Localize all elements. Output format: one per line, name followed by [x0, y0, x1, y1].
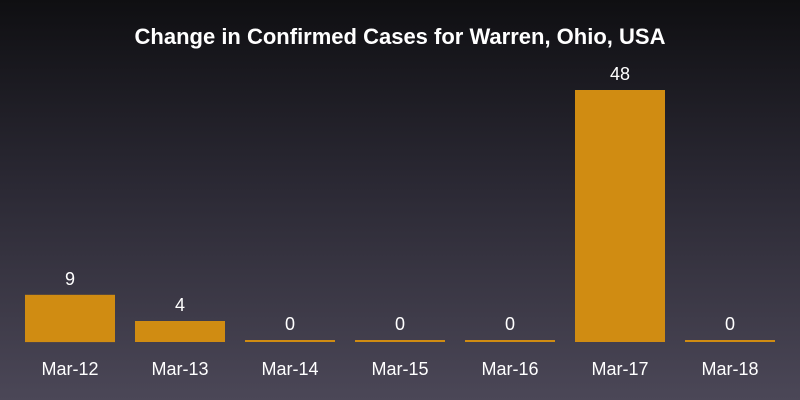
bars-group [25, 90, 775, 343]
value-label-mar-12: 9 [65, 269, 75, 289]
value-label-mar-15: 0 [395, 314, 405, 334]
value-label-mar-18: 0 [725, 314, 735, 334]
x-tick-label-mar-15: Mar-15 [371, 359, 428, 379]
x-tick-label-mar-16: Mar-16 [481, 359, 538, 379]
value-label-mar-13: 4 [175, 295, 185, 315]
value-label-mar-16: 0 [505, 314, 515, 334]
bar-mar-16 [465, 340, 555, 342]
x-tick-label-mar-12: Mar-12 [41, 359, 98, 379]
bar-mar-13 [135, 321, 225, 342]
bar-mar-15 [355, 340, 445, 342]
bar-mar-12 [25, 294, 115, 343]
bar-mar-17 [575, 90, 665, 342]
x-tick-label-mar-18: Mar-18 [701, 359, 758, 379]
x-tick-labels-group: Mar-12 Mar-13 Mar-14 Mar-15 Mar-16 Mar-17 Mar-… [41, 359, 758, 379]
x-tick-label-mar-17: Mar-17 [591, 359, 648, 379]
value-label-mar-17: 48 [610, 64, 630, 84]
value-labels-group: 9 4 0 0 0 48 0 [65, 64, 735, 334]
bar-mar-14 [245, 340, 335, 342]
chart-title: Change in Confirmed Cases for Warren, Oh… [135, 24, 666, 49]
x-tick-label-mar-13: Mar-13 [151, 359, 208, 379]
value-label-mar-14: 0 [285, 314, 295, 334]
bar-mar-18 [685, 340, 775, 342]
x-tick-label-mar-14: Mar-14 [261, 359, 318, 379]
